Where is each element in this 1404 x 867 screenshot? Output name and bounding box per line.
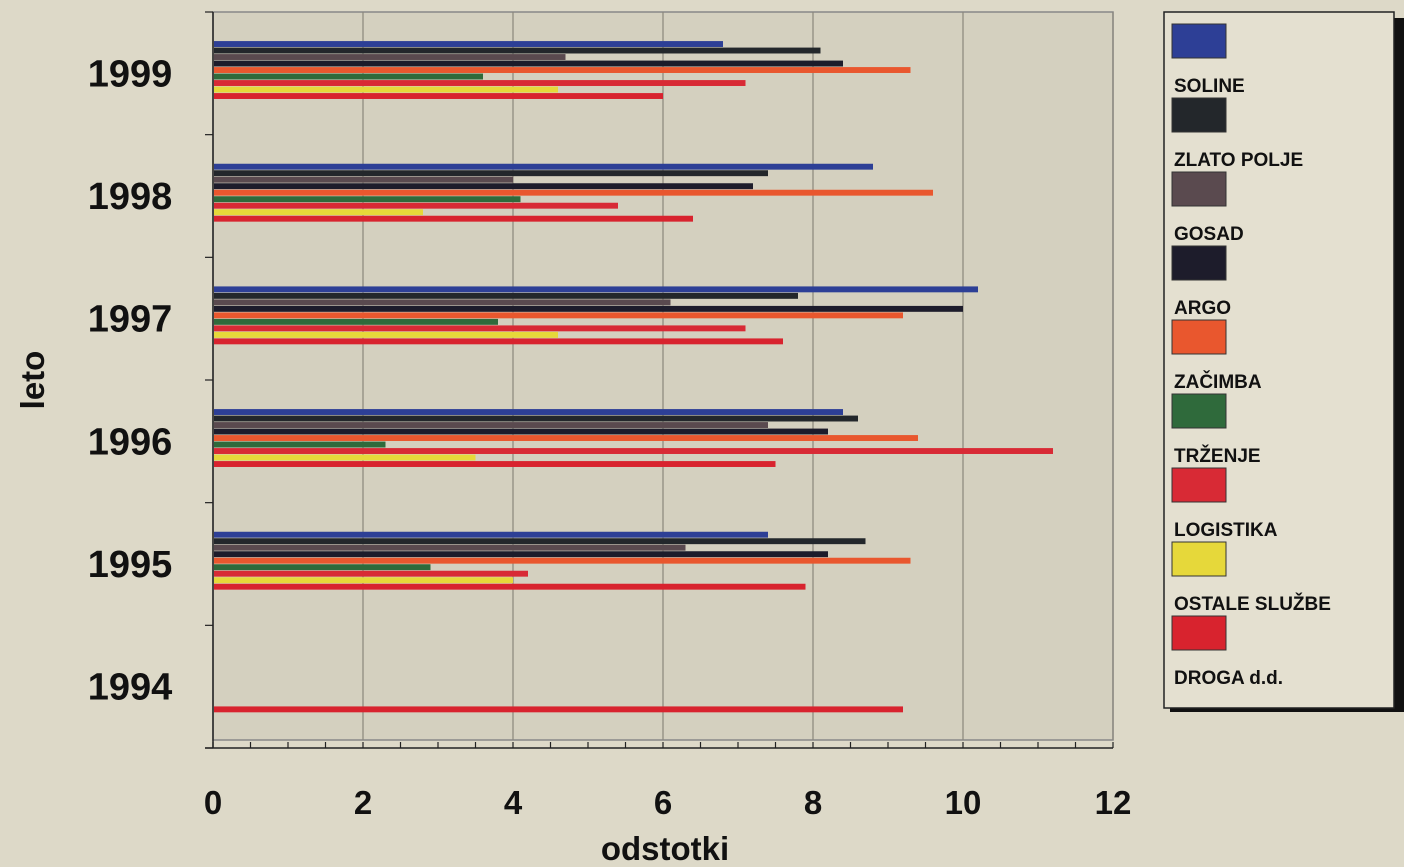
legend-swatch bbox=[1171, 541, 1227, 577]
legend-items: SOLINE ZLATO POLJE GOSAD ARGO ZAČIMBA TRŽENJE… bbox=[1171, 23, 1331, 689]
x-axis-title: odstotki bbox=[601, 830, 729, 867]
bar bbox=[214, 286, 978, 293]
y-tick-label: 1997 bbox=[88, 299, 173, 341]
legend-label: LOGISTIKA bbox=[1174, 520, 1278, 541]
bar bbox=[214, 415, 858, 422]
legend-swatch bbox=[1171, 319, 1227, 355]
legend-label: GOSAD bbox=[1174, 224, 1244, 245]
legend-label: ZAČIMBA bbox=[1174, 371, 1262, 393]
bar bbox=[214, 577, 513, 584]
bar bbox=[214, 551, 828, 558]
legend-label: ARGO bbox=[1174, 298, 1231, 319]
bar bbox=[214, 544, 686, 551]
bar bbox=[214, 93, 663, 99]
bar bbox=[214, 305, 963, 312]
bars bbox=[214, 41, 1053, 713]
legend-swatch bbox=[1171, 615, 1227, 651]
x-tick-labels: 0 2 4 6 8 10 12 bbox=[204, 784, 1132, 821]
bar bbox=[214, 409, 843, 415]
bar bbox=[214, 706, 903, 713]
bar bbox=[214, 189, 933, 196]
bar bbox=[214, 583, 806, 590]
bar bbox=[214, 331, 558, 338]
bar bbox=[214, 54, 566, 60]
bar bbox=[214, 196, 521, 203]
bar bbox=[214, 73, 483, 80]
gridlines bbox=[362, 12, 1114, 740]
bar bbox=[214, 299, 671, 306]
legend-label: DROGA d.d. bbox=[1174, 668, 1283, 689]
x-tick-label: 8 bbox=[804, 784, 822, 821]
bar bbox=[214, 461, 776, 467]
x-tick-label: 10 bbox=[945, 784, 982, 821]
bar bbox=[214, 47, 821, 54]
bar bbox=[214, 538, 866, 545]
legend-swatch bbox=[1171, 393, 1227, 429]
legend-label: ZLATO POLJE bbox=[1174, 150, 1303, 171]
bar bbox=[214, 441, 386, 448]
bar bbox=[214, 318, 498, 325]
bar bbox=[214, 312, 903, 319]
bar bbox=[214, 176, 513, 183]
legend-label: OSTALE SLUŽBE bbox=[1174, 593, 1331, 615]
bar bbox=[214, 325, 746, 332]
bar bbox=[214, 86, 558, 93]
bar bbox=[214, 454, 476, 461]
bar bbox=[214, 202, 618, 209]
bar bbox=[214, 215, 693, 222]
bar bbox=[214, 67, 911, 73]
y-axis-title: leto bbox=[14, 351, 51, 410]
bar bbox=[214, 183, 753, 190]
bar bbox=[214, 531, 768, 538]
bar bbox=[214, 170, 768, 177]
bar bbox=[214, 564, 431, 571]
legend-swatch bbox=[1171, 23, 1227, 59]
bar bbox=[214, 80, 746, 86]
bar bbox=[214, 422, 768, 428]
y-tick-label: 1996 bbox=[88, 421, 173, 463]
y-tick-label: 1999 bbox=[88, 53, 173, 95]
y-tick-labels: 1999 1998 1997 1996 1995 1994 bbox=[88, 53, 173, 708]
bar bbox=[214, 60, 843, 67]
bar bbox=[214, 338, 783, 345]
legend-label: TRŽENJE bbox=[1174, 445, 1261, 467]
x-tick-label: 12 bbox=[1095, 784, 1132, 821]
y-tick-label: 1998 bbox=[88, 176, 173, 218]
x-tick-label: 2 bbox=[354, 784, 372, 821]
axes bbox=[205, 11, 1114, 749]
bar bbox=[214, 292, 798, 299]
bar bbox=[214, 557, 911, 564]
bar bbox=[214, 428, 828, 435]
x-tick-label: 6 bbox=[654, 784, 672, 821]
legend-swatch bbox=[1171, 245, 1227, 281]
bar bbox=[214, 163, 873, 170]
y-tick-label: 1995 bbox=[88, 544, 173, 586]
legend-swatch bbox=[1171, 467, 1227, 503]
bar bbox=[214, 570, 528, 577]
legend: SOLINE ZLATO POLJE GOSAD ARGO ZAČIMBA TRŽENJE… bbox=[1163, 11, 1404, 712]
x-tick-label: 4 bbox=[504, 784, 523, 821]
x-tick-label: 0 bbox=[204, 784, 222, 821]
legend-swatch bbox=[1171, 97, 1227, 133]
bar bbox=[214, 209, 423, 216]
bar bbox=[214, 41, 723, 47]
legend-swatch bbox=[1171, 171, 1227, 207]
legend-label: SOLINE bbox=[1174, 76, 1245, 97]
y-tick-label: 1994 bbox=[88, 667, 173, 709]
bar bbox=[214, 448, 1053, 454]
bar bbox=[214, 435, 918, 441]
